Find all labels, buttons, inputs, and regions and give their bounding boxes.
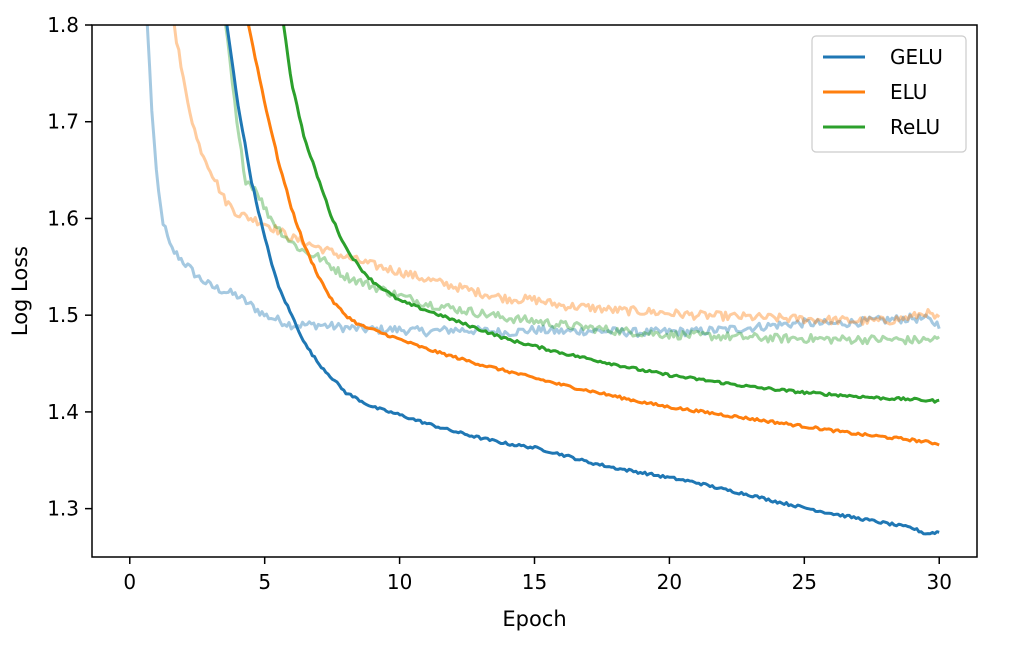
- series-line-relu-validation: [224, 25, 941, 346]
- y-axis-label: Log Loss: [8, 246, 32, 336]
- x-tick-label: 25: [792, 570, 817, 594]
- legend-box: [811, 35, 967, 153]
- legend-label-relu: ReLU: [890, 115, 940, 139]
- x-tick-label: 15: [522, 570, 547, 594]
- x-tick-label: 0: [123, 570, 136, 594]
- series-line-elu-train: [247, 25, 940, 447]
- legend-label-elu: ELU: [890, 80, 927, 104]
- y-axis-ticks: 1.3 1.4 1.5 1.6 1.7 1.8: [47, 13, 92, 521]
- x-tick-label: 20: [657, 570, 682, 594]
- x-tick-label: 30: [926, 570, 951, 594]
- x-tick-label: 10: [387, 570, 412, 594]
- legend-label-gelu: GELU: [890, 45, 943, 69]
- x-tick-label: 5: [258, 570, 271, 594]
- y-tick-label: 1.5: [47, 303, 79, 327]
- series-line-gelu-validation: [145, 25, 941, 338]
- y-tick-label: 1.8: [47, 13, 79, 37]
- y-tick-label: 1.7: [47, 110, 79, 134]
- y-tick-label: 1.4: [47, 400, 79, 424]
- legend: GELU ELU ReLU: [811, 35, 967, 153]
- y-tick-label: 1.3: [47, 497, 79, 521]
- y-tick-label: 1.6: [47, 206, 79, 230]
- x-axis-label: Epoch: [502, 607, 566, 631]
- series-layer: [145, 25, 941, 536]
- series-line-gelu-train: [225, 25, 940, 536]
- x-axis-ticks: 0 5 10 15 20 25 30: [123, 557, 952, 594]
- series-line-relu-train: [282, 25, 940, 404]
